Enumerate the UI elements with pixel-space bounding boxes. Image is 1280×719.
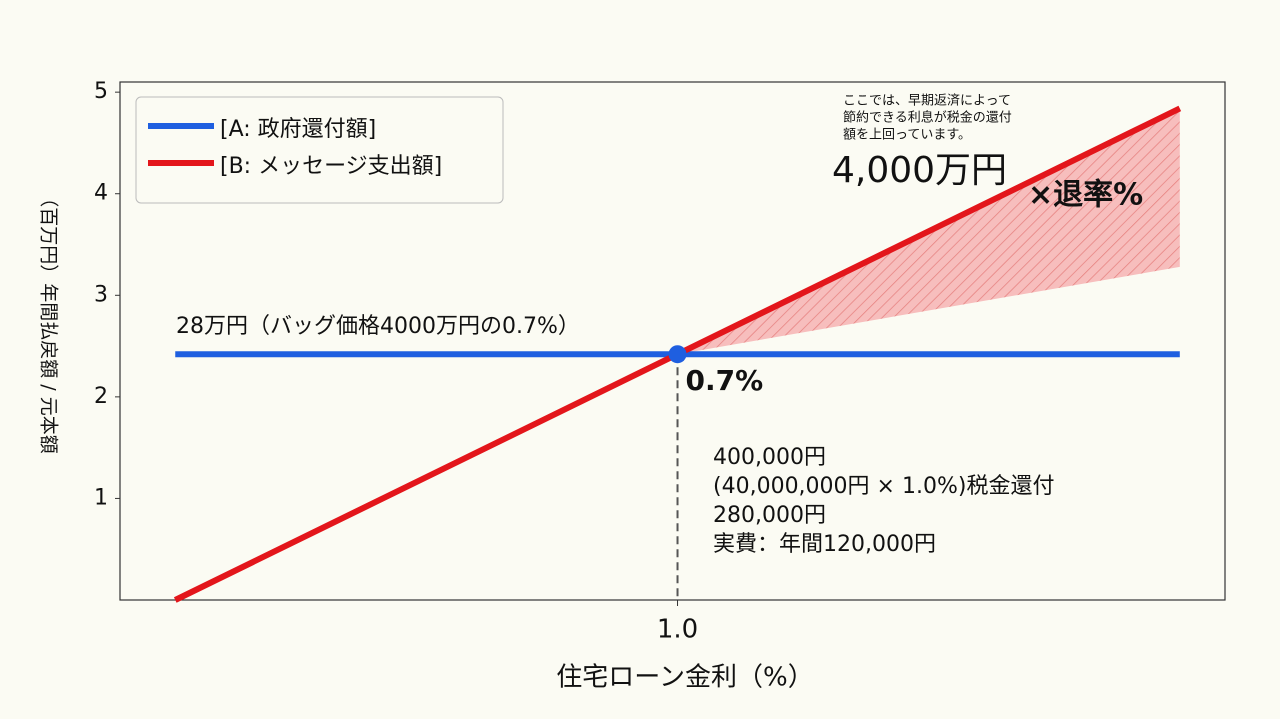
- annotation: 4,000万円: [832, 150, 1007, 191]
- x-axis-label: 住宅ローン金利（%）: [556, 663, 813, 693]
- y-tick-label: 4: [94, 181, 108, 206]
- legend-box: [135, 96, 504, 204]
- annotation: 実費：年間120,000円: [713, 532, 936, 557]
- annotation: 280,000円: [713, 503, 826, 528]
- annotation: 400,000円: [713, 445, 826, 470]
- annotation: (40,000,000円 × 1.0%)税金還付: [713, 474, 1054, 499]
- y-tick-label: 2: [94, 384, 108, 409]
- marker-label: 0.7%: [686, 364, 764, 397]
- y-axis-label: （百万円）年間払戻額 / 元本額: [38, 188, 60, 453]
- y-tick-label: 5: [94, 79, 108, 104]
- plot-frame: [119, 81, 1226, 601]
- legend-label: [A: 政府還付額]: [220, 117, 376, 142]
- legend-label: [B: メッセージ支出額]: [220, 154, 442, 179]
- annotation: 額を上回っています。: [843, 128, 971, 143]
- y-tick-label: 3: [94, 282, 108, 307]
- annotation: ×退率%: [1028, 178, 1143, 213]
- x-tick-label: 1.0: [657, 615, 698, 645]
- annotation: 節約できる利息が税金の還付: [843, 110, 1012, 126]
- annotation: 28万円（バッグ価格4000万円の0.7%）: [176, 314, 580, 339]
- annotation: ここでは、早期返済によって: [843, 93, 1011, 109]
- y-tick-label: 1: [94, 485, 108, 510]
- marker-point: [668, 345, 687, 364]
